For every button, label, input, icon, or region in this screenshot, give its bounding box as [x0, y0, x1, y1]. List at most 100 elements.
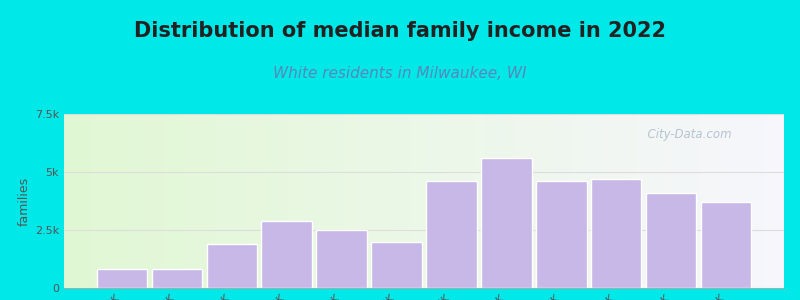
Y-axis label: families: families: [18, 176, 30, 226]
Bar: [428, 114, 431, 288]
Bar: [744, 114, 748, 288]
Bar: [118, 114, 122, 288]
Bar: [110, 114, 114, 288]
Bar: [186, 114, 190, 288]
Bar: [489, 114, 492, 288]
Bar: [536, 114, 539, 288]
Bar: [219, 114, 222, 288]
Bar: [262, 221, 312, 288]
Bar: [371, 242, 422, 288]
Bar: [546, 114, 550, 288]
Bar: [197, 114, 201, 288]
Bar: [172, 114, 176, 288]
Bar: [499, 114, 503, 288]
Bar: [205, 114, 208, 288]
Bar: [298, 114, 302, 288]
Bar: [338, 114, 342, 288]
Bar: [154, 114, 158, 288]
Bar: [330, 114, 334, 288]
Bar: [662, 114, 666, 288]
Bar: [637, 114, 640, 288]
Bar: [525, 114, 528, 288]
Bar: [312, 114, 316, 288]
Bar: [366, 114, 370, 288]
Bar: [575, 114, 579, 288]
Bar: [262, 114, 266, 288]
Bar: [701, 202, 751, 288]
Bar: [402, 114, 406, 288]
Bar: [158, 114, 162, 288]
Bar: [701, 114, 705, 288]
Bar: [591, 179, 642, 288]
Bar: [133, 114, 136, 288]
Bar: [608, 114, 611, 288]
Bar: [244, 114, 248, 288]
Bar: [182, 114, 186, 288]
Bar: [237, 114, 240, 288]
Bar: [654, 114, 658, 288]
Bar: [107, 114, 110, 288]
Bar: [230, 114, 234, 288]
Bar: [503, 114, 507, 288]
Bar: [510, 114, 514, 288]
Bar: [93, 114, 96, 288]
Bar: [410, 114, 413, 288]
Bar: [90, 114, 93, 288]
Bar: [741, 114, 744, 288]
Bar: [302, 114, 306, 288]
Bar: [176, 114, 179, 288]
Bar: [67, 114, 71, 288]
Bar: [518, 114, 522, 288]
Bar: [384, 114, 388, 288]
Bar: [762, 114, 766, 288]
Bar: [190, 114, 194, 288]
Bar: [723, 114, 726, 288]
Bar: [481, 158, 532, 288]
Bar: [705, 114, 709, 288]
Bar: [719, 114, 723, 288]
Bar: [421, 114, 424, 288]
Bar: [626, 114, 630, 288]
Bar: [646, 193, 696, 288]
Bar: [82, 114, 86, 288]
Bar: [460, 114, 464, 288]
Bar: [773, 114, 777, 288]
Bar: [435, 114, 438, 288]
Bar: [143, 114, 146, 288]
Bar: [122, 114, 125, 288]
Bar: [168, 114, 172, 288]
Bar: [522, 114, 525, 288]
Bar: [417, 114, 421, 288]
Bar: [590, 114, 594, 288]
Bar: [467, 114, 471, 288]
Bar: [507, 114, 510, 288]
Bar: [716, 114, 719, 288]
Bar: [571, 114, 575, 288]
Bar: [320, 114, 323, 288]
Bar: [442, 114, 446, 288]
Bar: [470, 114, 474, 288]
Bar: [450, 114, 453, 288]
Bar: [341, 114, 345, 288]
Bar: [669, 114, 672, 288]
Bar: [129, 114, 133, 288]
Bar: [478, 114, 482, 288]
Bar: [536, 181, 586, 288]
Bar: [474, 114, 478, 288]
Bar: [630, 114, 633, 288]
Bar: [658, 114, 662, 288]
Bar: [201, 114, 205, 288]
Bar: [561, 114, 565, 288]
Bar: [316, 114, 320, 288]
Bar: [356, 114, 359, 288]
Bar: [363, 114, 366, 288]
Bar: [558, 114, 561, 288]
Bar: [86, 114, 89, 288]
Bar: [730, 114, 734, 288]
Bar: [758, 114, 762, 288]
Bar: [529, 114, 532, 288]
Bar: [234, 114, 237, 288]
Bar: [446, 114, 450, 288]
Text: City-Data.com: City-Data.com: [640, 128, 732, 141]
Bar: [316, 230, 367, 288]
